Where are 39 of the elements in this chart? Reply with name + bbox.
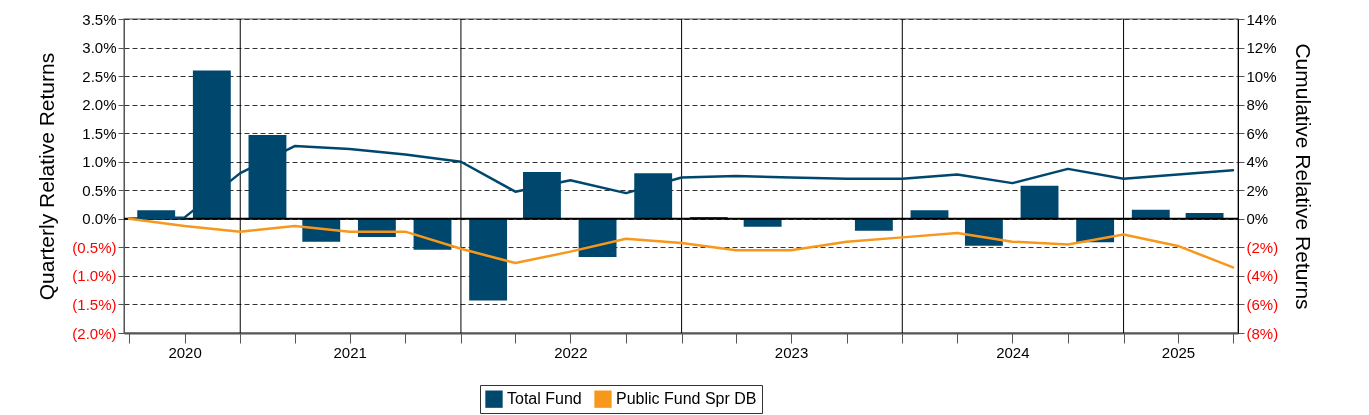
y2-tick-label: 14%: [1246, 10, 1277, 28]
y-tick-label: 1.0%: [82, 153, 117, 171]
y-tick-label: 0.5%: [82, 181, 117, 199]
x-tick-label: 2024: [996, 343, 1030, 361]
y2-tick-label: 4%: [1246, 153, 1269, 171]
legend-label: Total Fund: [507, 390, 582, 408]
x-tick-label: 2020: [168, 343, 202, 361]
y2-tick-label: 2%: [1246, 181, 1269, 199]
y-tick-label: 3.5%: [82, 10, 117, 28]
y-tick-label: 1.5%: [82, 124, 117, 142]
legend-label: Public Fund Spr DB: [616, 390, 757, 408]
x-tick-label: 2021: [333, 343, 367, 361]
bar: [1020, 185, 1059, 219]
bar: [578, 218, 617, 258]
y2-tick-label: (8%): [1246, 324, 1279, 342]
y2-tick-label: 12%: [1246, 39, 1277, 57]
y2-axis-title: Cumulative Relative Returns: [1292, 43, 1316, 310]
y-tick-label: 0.0%: [82, 210, 117, 228]
y2-tick-label: (4%): [1246, 267, 1279, 285]
y-tick-label: 2.0%: [82, 96, 117, 114]
x-tick-label: 2022: [554, 343, 588, 361]
y-tick-label: 2.5%: [82, 67, 117, 85]
y-tick-label: (1.5%): [72, 295, 117, 313]
y-tick-label: (1.0%): [72, 267, 117, 285]
y2-tick-label: (2%): [1246, 238, 1279, 256]
bar: [854, 218, 893, 231]
x-tick-label: 2023: [774, 343, 809, 361]
y2-tick-label: 6%: [1246, 124, 1269, 142]
x-tick-label: 2025: [1161, 343, 1196, 361]
y-axis-title: Quarterly Relative Returns: [35, 52, 59, 301]
y2-tick-label: 8%: [1246, 96, 1269, 114]
y2-tick-label: (6%): [1246, 295, 1279, 313]
y2-tick-label: 10%: [1246, 67, 1277, 85]
line-series: [127, 217, 1235, 269]
y-tick-label: 3.0%: [82, 39, 117, 57]
y-tick-label: (0.5%): [72, 238, 117, 256]
bar: [469, 218, 508, 301]
y-tick-label: (2.0%): [72, 324, 117, 342]
y2-tick-label: 0%: [1246, 210, 1269, 228]
